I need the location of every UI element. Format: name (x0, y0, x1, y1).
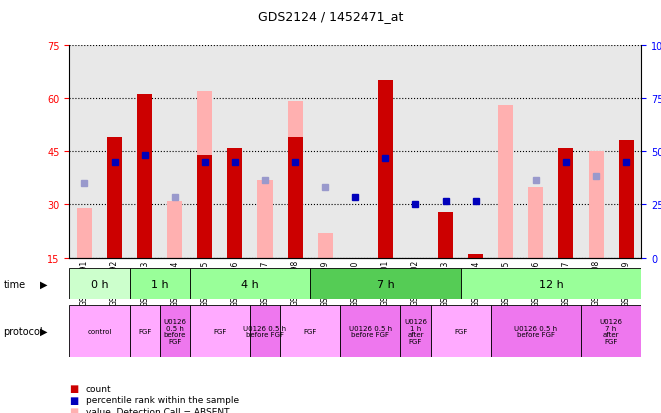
Bar (581, 306, 641, 357)
Bar (430, 306, 490, 357)
Bar (401, 306, 430, 357)
Bar (619, 141, 634, 258)
Text: U0126 0.5 h
before FGF: U0126 0.5 h before FGF (514, 325, 557, 338)
Text: ▶: ▶ (40, 326, 47, 337)
Bar (490, 306, 581, 357)
Bar (588, 152, 603, 258)
Bar (258, 180, 272, 258)
Bar (310, 268, 461, 299)
Text: 12 h: 12 h (539, 279, 563, 289)
Bar (167, 202, 182, 258)
Bar (69, 268, 130, 299)
Bar (69, 306, 130, 357)
Bar (130, 306, 160, 357)
Text: U0126
0.5 h
before
FGF: U0126 0.5 h before FGF (163, 319, 186, 344)
Bar (468, 254, 483, 258)
Bar (461, 268, 641, 299)
Text: FGF: FGF (454, 328, 467, 335)
Bar (288, 138, 303, 258)
Bar (160, 306, 190, 357)
Text: GDS2124 / 1452471_at: GDS2124 / 1452471_at (258, 10, 403, 23)
Bar (288, 102, 303, 258)
Bar (498, 106, 514, 258)
Bar (280, 306, 340, 357)
Bar (340, 306, 401, 357)
Text: FGF: FGF (138, 328, 151, 335)
Text: control: control (87, 328, 112, 335)
Text: value, Detection Call = ABSENT: value, Detection Call = ABSENT (86, 407, 229, 413)
Bar (197, 155, 212, 258)
Bar (528, 187, 543, 258)
Text: 1 h: 1 h (151, 279, 169, 289)
Text: ■: ■ (69, 406, 79, 413)
Text: time: time (3, 279, 25, 289)
Bar (197, 92, 212, 258)
Bar (137, 95, 152, 258)
Text: 4 h: 4 h (241, 279, 259, 289)
Bar (190, 268, 310, 299)
Bar (227, 148, 243, 258)
Bar (559, 148, 574, 258)
Bar (438, 212, 453, 258)
Bar (378, 81, 393, 258)
Text: 0 h: 0 h (91, 279, 108, 289)
Text: FGF: FGF (303, 328, 317, 335)
Text: percentile rank within the sample: percentile rank within the sample (86, 395, 239, 404)
Text: U0126
1 h
after
FGF: U0126 1 h after FGF (404, 319, 427, 344)
Text: ▶: ▶ (40, 279, 47, 289)
Text: U0126 0.5 h
before FGF: U0126 0.5 h before FGF (349, 325, 392, 338)
Text: ■: ■ (69, 395, 79, 405)
Bar (130, 268, 190, 299)
Bar (318, 233, 332, 258)
Bar (250, 306, 280, 357)
Bar (190, 306, 250, 357)
Bar (77, 209, 92, 258)
Text: 7 h: 7 h (377, 279, 394, 289)
Text: protocol: protocol (3, 326, 43, 337)
Text: FGF: FGF (214, 328, 227, 335)
Bar (107, 138, 122, 258)
Text: count: count (86, 384, 112, 393)
Text: U0126 0.5 h
before FGF: U0126 0.5 h before FGF (243, 325, 287, 338)
Text: U0126
7 h
after
FGF: U0126 7 h after FGF (600, 319, 623, 344)
Text: ■: ■ (69, 383, 79, 393)
